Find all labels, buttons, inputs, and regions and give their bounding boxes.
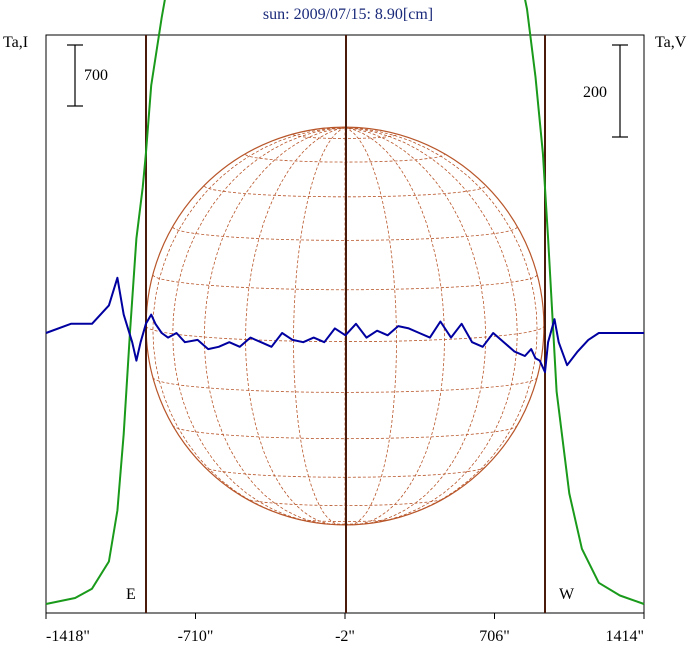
polarization-scale-label: 200 — [583, 84, 607, 101]
x-tick-label: -710" — [178, 628, 214, 645]
intensity-scale-bar: 700 — [67, 44, 108, 107]
x-axis-ticks: -1418" -710" -2" 706" 1414" — [45, 613, 645, 645]
chart-title: sun: 2009/07/15: 8.90[cm] — [263, 6, 433, 23]
longitude-line — [245, 127, 346, 526]
longitude-line — [344, 127, 397, 526]
x-tick-label: -1418" — [46, 628, 90, 645]
plot-area: 700 200 E W — [45, 0, 645, 614]
stokes-i-curve — [45, 0, 645, 605]
x-tick-label: -2" — [335, 628, 355, 645]
west-limb-label: W — [559, 586, 575, 603]
polarization-scale-bar: 200 — [583, 44, 628, 138]
series-layer — [45, 0, 645, 605]
longitude-line — [203, 127, 346, 525]
latitude-line — [152, 274, 538, 291]
longitude-line — [293, 127, 346, 526]
longitude-line — [152, 127, 346, 525]
x-tick-label: 1414" — [605, 628, 644, 645]
longitude-line — [172, 127, 346, 525]
right-axis-label: Ta,V — [655, 34, 687, 51]
longitude-line — [344, 127, 445, 526]
longitude-line — [344, 127, 518, 525]
x-tick-label: 706" — [479, 628, 510, 645]
left-axis-label: Ta,I — [3, 34, 28, 51]
east-limb-label: E — [126, 586, 136, 603]
intensity-scale-label: 700 — [84, 67, 108, 84]
longitude-line — [344, 127, 487, 525]
stokes-v-curve — [45, 276, 644, 374]
longitude-line — [344, 127, 538, 525]
